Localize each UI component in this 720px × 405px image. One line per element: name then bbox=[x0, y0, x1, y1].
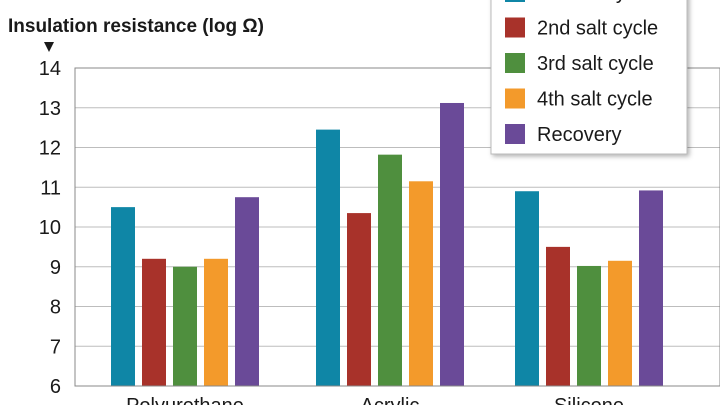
legend-label: 3rd salt cycle bbox=[537, 53, 654, 75]
category-label: Acrylic bbox=[361, 395, 420, 405]
legend-label: Recovery bbox=[537, 124, 621, 146]
bar bbox=[639, 190, 663, 386]
y-tick-label: 9 bbox=[50, 257, 61, 279]
bars bbox=[111, 102, 663, 387]
category-label: Silicone bbox=[554, 395, 624, 405]
legend-swatch bbox=[505, 53, 525, 73]
bar bbox=[347, 213, 371, 386]
legend-swatch bbox=[505, 17, 525, 38]
bar bbox=[204, 258, 228, 386]
bar bbox=[409, 181, 433, 386]
y-tick-label: 13 bbox=[39, 98, 61, 120]
y-tick-label: 10 bbox=[39, 217, 61, 239]
category-labels: Polyurethane Acrylic Silicone bbox=[126, 395, 624, 405]
bar bbox=[316, 129, 340, 387]
category-label: Polyurethane bbox=[126, 395, 244, 405]
legend-label: 4th salt cycle bbox=[537, 89, 653, 111]
y-axis-arrow-icon bbox=[44, 42, 54, 52]
legend-label: 2nd salt cycle bbox=[537, 18, 658, 40]
bar bbox=[608, 260, 632, 386]
y-tick-label: 11 bbox=[40, 177, 61, 199]
legend-label: 1st salt cycle bbox=[537, 0, 651, 4]
bar bbox=[111, 207, 135, 386]
bar bbox=[142, 258, 166, 386]
plot-area-frame bbox=[74, 67, 720, 387]
legend: 1st salt cycle 2nd salt cycle 3rd salt cyc… bbox=[490, 0, 688, 155]
y-tick-labels: 6 7 8 9 10 11 12 13 14 bbox=[39, 58, 61, 398]
y-tick-label: 7 bbox=[50, 336, 61, 358]
y-tick-label: 14 bbox=[39, 58, 61, 80]
bar bbox=[515, 191, 539, 386]
bar bbox=[378, 154, 402, 386]
y-tick-label: 8 bbox=[50, 297, 61, 319]
bar bbox=[235, 197, 259, 386]
bar bbox=[577, 265, 601, 386]
bar bbox=[546, 246, 570, 386]
legend-swatch bbox=[505, 88, 525, 109]
y-axis-label: Insulation resistance (log Ω) bbox=[8, 16, 264, 37]
y-tick-label: 12 bbox=[39, 138, 61, 160]
bar bbox=[440, 102, 464, 386]
bar bbox=[173, 266, 197, 386]
legend-swatch bbox=[505, 124, 525, 144]
y-tick-label: 6 bbox=[50, 376, 61, 398]
legend-swatch bbox=[505, 0, 525, 2]
